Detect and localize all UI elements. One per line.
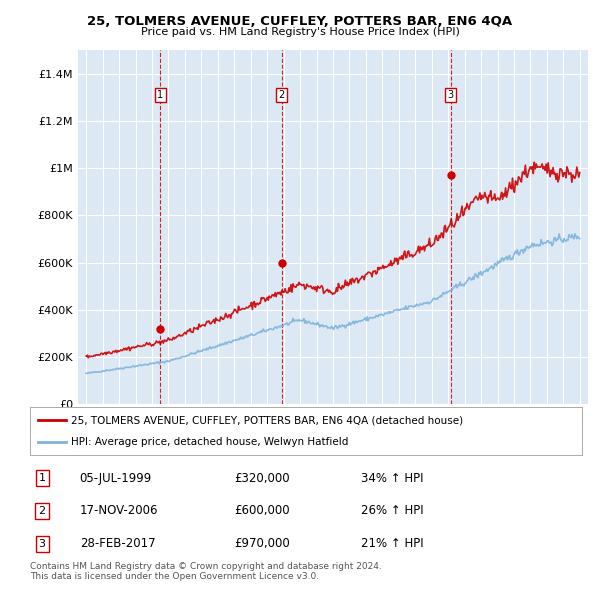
Text: 17-NOV-2006: 17-NOV-2006 — [80, 504, 158, 517]
Text: £600,000: £600,000 — [234, 504, 290, 517]
Text: 34% ↑ HPI: 34% ↑ HPI — [361, 472, 424, 485]
Text: 05-JUL-1999: 05-JUL-1999 — [80, 472, 152, 485]
Text: 28-FEB-2017: 28-FEB-2017 — [80, 537, 155, 550]
Text: 26% ↑ HPI: 26% ↑ HPI — [361, 504, 424, 517]
Text: Price paid vs. HM Land Registry's House Price Index (HPI): Price paid vs. HM Land Registry's House … — [140, 27, 460, 37]
Text: 1: 1 — [38, 473, 46, 483]
Text: £320,000: £320,000 — [234, 472, 290, 485]
Text: Contains HM Land Registry data © Crown copyright and database right 2024.
This d: Contains HM Land Registry data © Crown c… — [30, 562, 382, 581]
Text: 2: 2 — [278, 90, 285, 100]
Text: 21% ↑ HPI: 21% ↑ HPI — [361, 537, 424, 550]
Text: 3: 3 — [448, 90, 454, 100]
Text: 25, TOLMERS AVENUE, CUFFLEY, POTTERS BAR, EN6 4QA: 25, TOLMERS AVENUE, CUFFLEY, POTTERS BAR… — [88, 15, 512, 28]
Text: 2: 2 — [38, 506, 46, 516]
Text: 3: 3 — [38, 539, 46, 549]
Text: 25, TOLMERS AVENUE, CUFFLEY, POTTERS BAR, EN6 4QA (detached house): 25, TOLMERS AVENUE, CUFFLEY, POTTERS BAR… — [71, 415, 464, 425]
Text: HPI: Average price, detached house, Welwyn Hatfield: HPI: Average price, detached house, Welw… — [71, 437, 349, 447]
Text: 1: 1 — [157, 90, 163, 100]
Text: £970,000: £970,000 — [234, 537, 290, 550]
